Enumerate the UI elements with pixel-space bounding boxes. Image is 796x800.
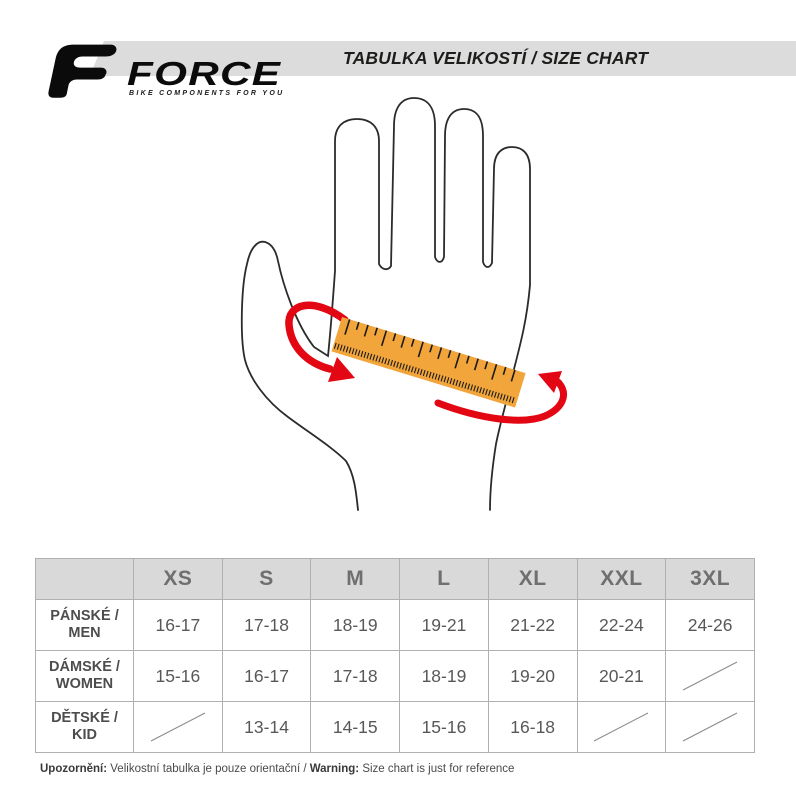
size-value-cell: 24-26	[665, 599, 755, 651]
page-title: TABULKA VELIKOSTÍ / SIZE CHART	[343, 48, 649, 68]
footer-warning-text-en: Size chart is just for reference	[359, 763, 515, 775]
force-logo: FORCE BIKE COMPONENTS FOR YOU	[45, 36, 305, 104]
table-corner-cell	[35, 558, 134, 600]
table-row: DĚTSKÉ / KID 13-14 14-15 15-16 16-18	[35, 701, 755, 753]
size-header-cell: XXL	[576, 558, 667, 600]
size-value-cell: 16-17	[221, 650, 312, 702]
size-value-cell: 21-22	[487, 599, 578, 651]
empty-cell-slash	[133, 701, 223, 753]
size-header-cell: XL	[487, 558, 578, 600]
size-value-cell: 14-15	[310, 701, 401, 753]
row-label-cell: DÁMSKÉ / WOMEN	[35, 650, 134, 702]
ruler-body	[331, 317, 526, 408]
table-row: DÁMSKÉ / WOMEN 15-16 16-17 17-18 18-19 19-20 20…	[35, 650, 755, 702]
size-value-cell: 15-16	[133, 650, 223, 702]
size-header-cell: M	[310, 558, 401, 600]
footer-note: Upozornění: Velikostní tabulka je pouze …	[40, 763, 514, 775]
title-band	[90, 41, 796, 76]
footer-warning-label-cs: Upozornění:	[40, 763, 108, 775]
size-value-cell: 17-18	[310, 650, 401, 702]
size-table-head-row: XS S M L XL XXL 3XL	[35, 558, 755, 600]
force-f-emblem-icon	[48, 44, 117, 98]
brand-wordmark: FORCE	[127, 55, 282, 92]
empty-cell-slash	[665, 650, 755, 702]
size-value-cell: 17-18	[221, 599, 312, 651]
table-row: PÁNSKÉ / MEN 16-17 17-18 18-19 19-21 21-22 22-2…	[35, 599, 755, 651]
size-value-cell: 22-24	[576, 599, 667, 651]
size-value-cell: 16-18	[487, 701, 578, 753]
size-value-cell: 19-20	[487, 650, 578, 702]
row-label-cell: DĚTSKÉ / KID	[35, 701, 134, 753]
rotation-arrow-right-icon	[434, 371, 567, 424]
empty-cell-slash	[576, 701, 667, 753]
size-value-cell: 18-19	[399, 650, 489, 702]
size-header-cell: 3XL	[665, 558, 755, 600]
size-value-cell: 13-14	[221, 701, 312, 753]
size-header-cell: L	[399, 558, 489, 600]
footer-warning-text-cs: Velikostní tabulka je pouze orientační /	[107, 763, 310, 775]
size-value-cell: 20-21	[576, 650, 667, 702]
size-value-cell: 18-19	[310, 599, 401, 651]
size-value-cell: 15-16	[399, 701, 489, 753]
hand-diagram	[225, 88, 575, 524]
row-label-cell: PÁNSKÉ / MEN	[35, 599, 134, 651]
rotation-arrow-left-icon	[285, 301, 355, 382]
size-value-cell: 16-17	[133, 599, 223, 651]
size-header-cell: XS	[133, 558, 223, 600]
footer-warning-label-en: Warning:	[309, 763, 360, 775]
size-table-body: PÁNSKÉ / MEN 16-17 17-18 18-19 19-21 21-22 22-2…	[35, 599, 755, 753]
empty-cell-slash	[665, 701, 755, 753]
brand-tagline: BIKE COMPONENTS FOR YOU	[129, 90, 285, 97]
size-header-cell: S	[221, 558, 312, 600]
size-table: XS S M L XL XXL 3XL PÁNSKÉ / MEN 16-17 17-18 18-19…	[35, 558, 755, 753]
measuring-ruler	[331, 317, 526, 408]
size-value-cell: 19-21	[399, 599, 489, 651]
hand-outline	[240, 97, 531, 511]
